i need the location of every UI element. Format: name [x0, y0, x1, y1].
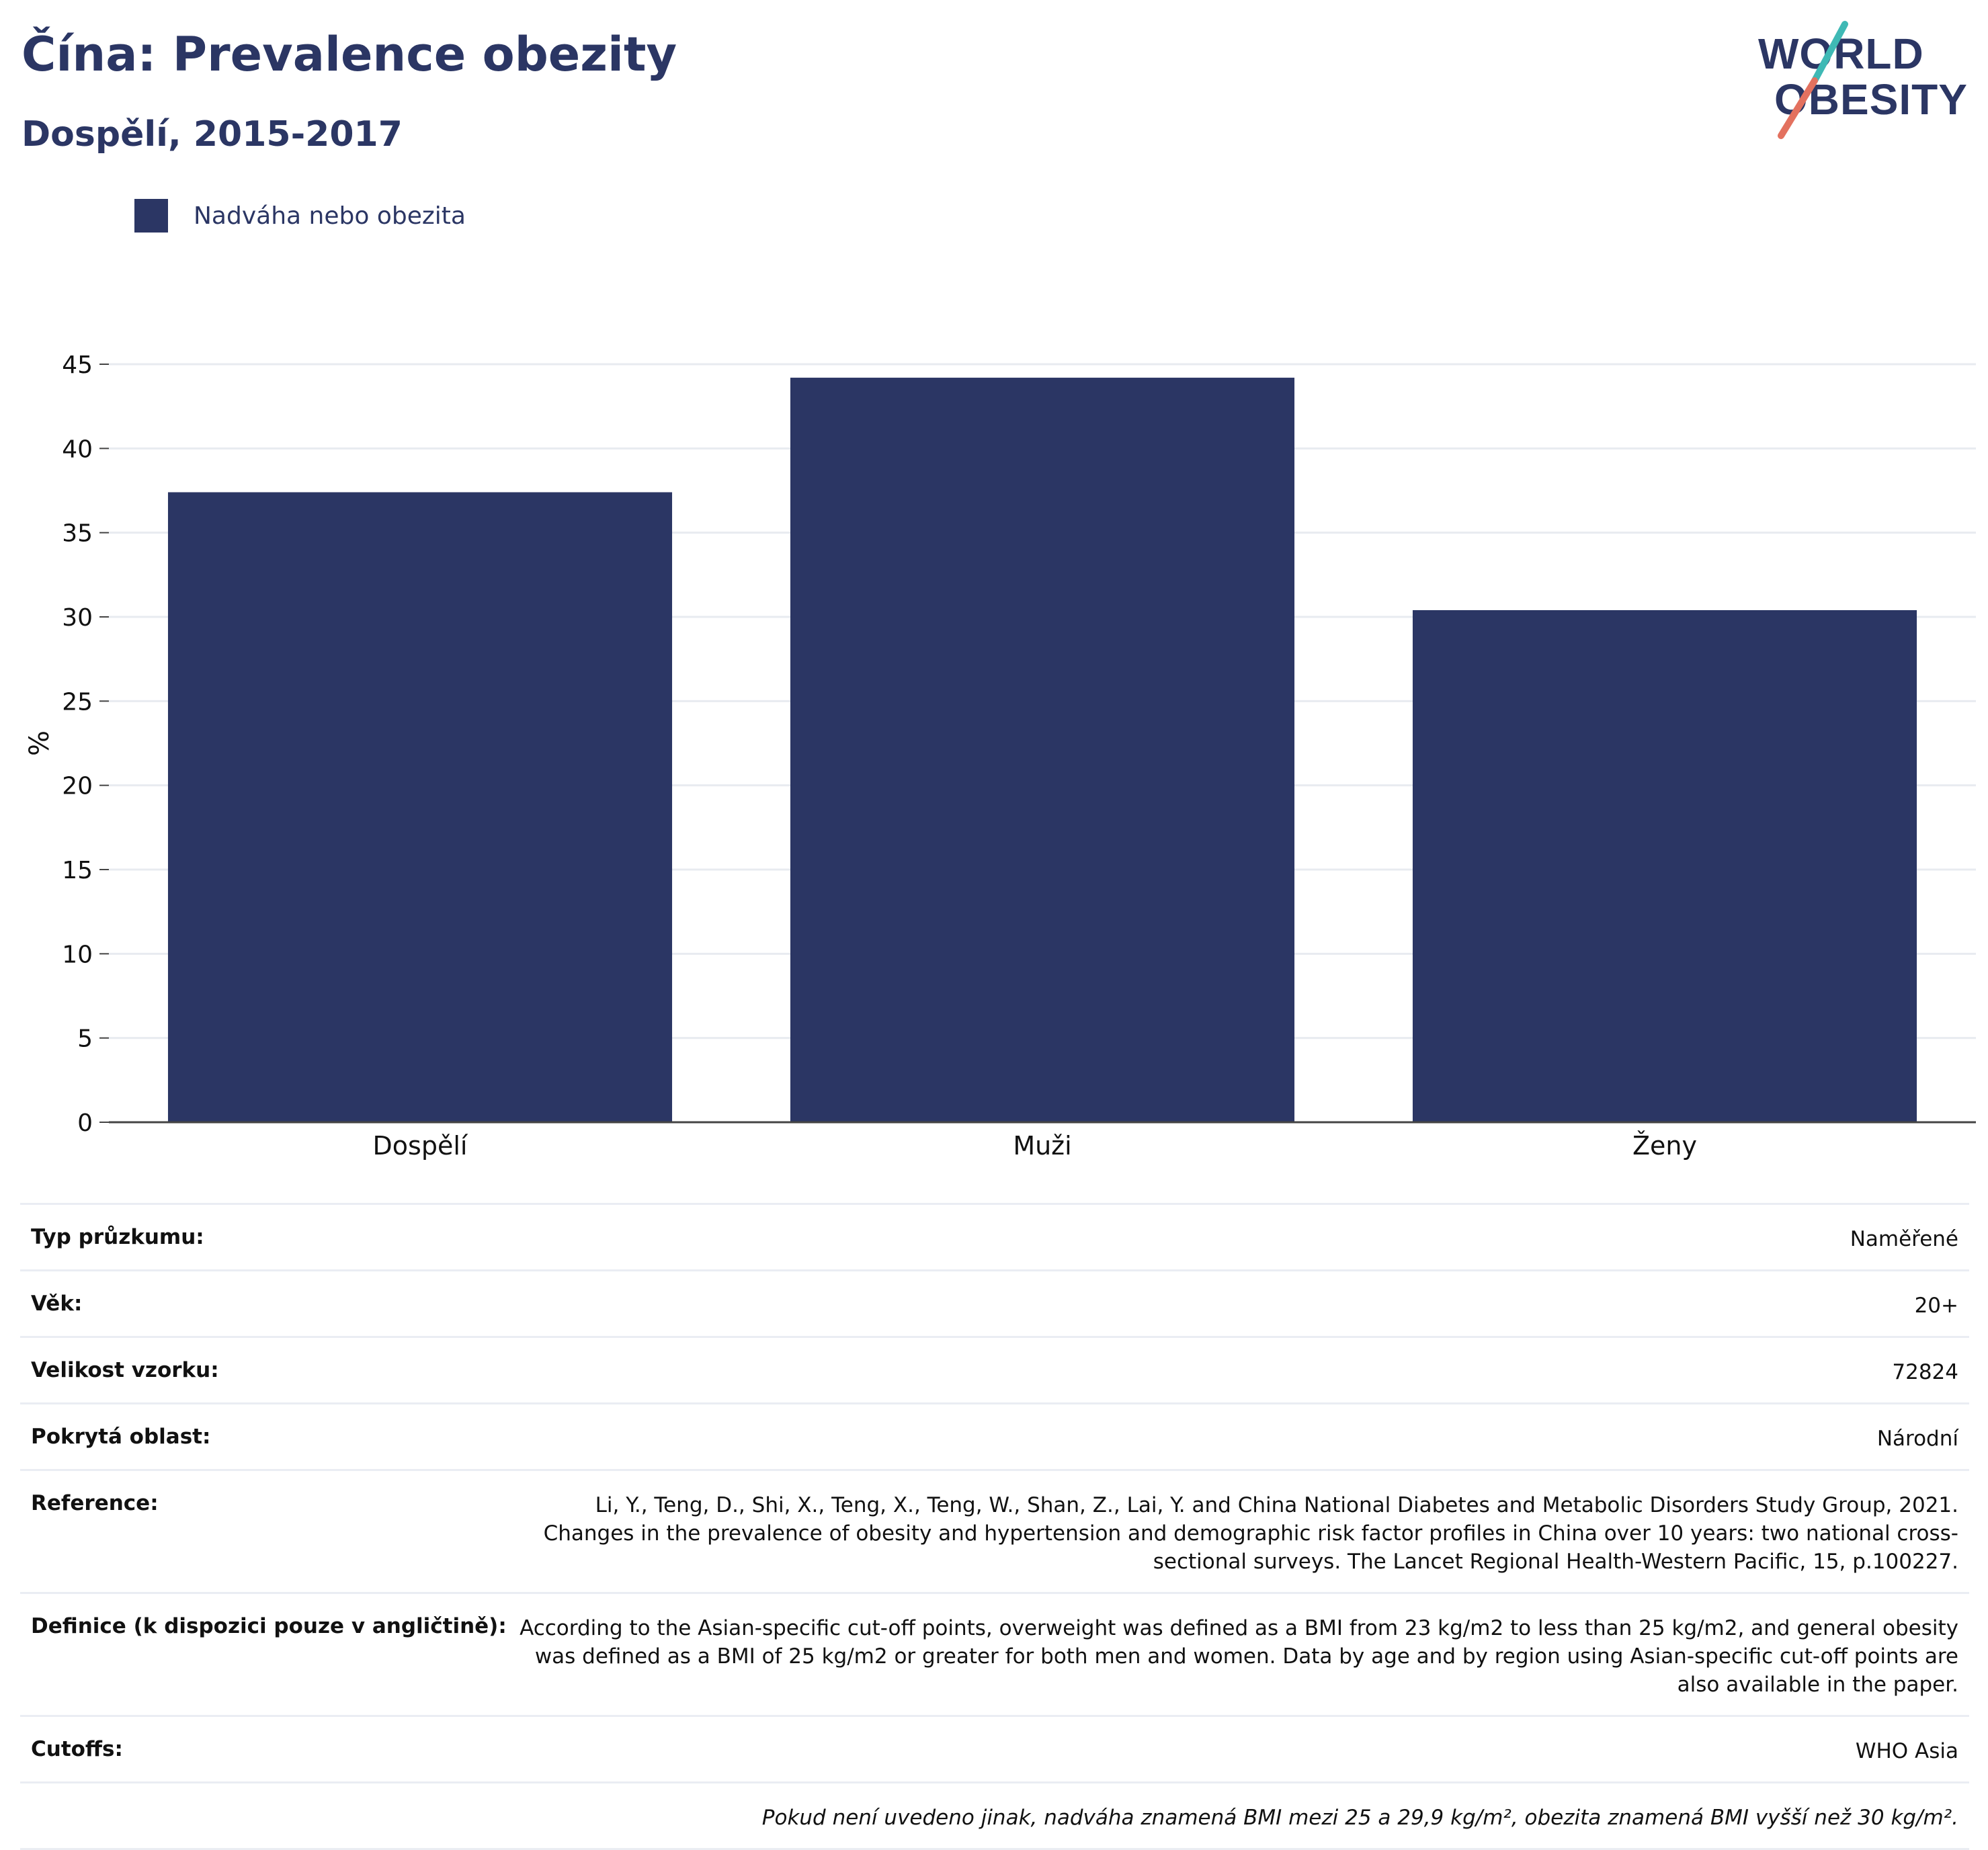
- info-label: Věk:: [31, 1292, 83, 1316]
- bar-2: [1412, 609, 1917, 1122]
- chart-subtitle: Dospělí, 2015-2017: [22, 114, 403, 155]
- x-tick-label: Muži: [1013, 1131, 1071, 1161]
- info-row: Definice (k dispozici pouze v angličtině…: [20, 1592, 1969, 1715]
- info-row: Cutoffs: WHO Asia: [20, 1715, 1969, 1781]
- info-label: Typ průzkumu:: [31, 1225, 204, 1249]
- x-tick-labels: Dospělí Muži Ženy: [373, 1131, 1697, 1161]
- info-row: Reference: Li, Y., Teng, D., Shi, X., Ten…: [20, 1469, 1969, 1592]
- y-tick-label: 0: [77, 1109, 93, 1137]
- info-value: Naměřené: [1850, 1227, 1958, 1251]
- y-tick-labels: 0 5 10 15 20 25 30 35 40 45: [62, 351, 93, 1137]
- info-row: Typ průzkumu: Naměřené: [20, 1203, 1969, 1269]
- footnote: Pokud není uvedeno jinak, nadváha znamen…: [761, 1806, 1958, 1830]
- chart-title: Čína: Prevalence obezity: [22, 27, 677, 82]
- info-label: Reference:: [31, 1491, 159, 1515]
- y-tick-label: 5: [77, 1025, 93, 1053]
- survey-info-table: Typ průzkumu: Naměřené Věk: 20+ Velikost vzo…: [20, 1203, 1969, 1850]
- legend-label: Nadváha nebo obezita: [194, 202, 466, 230]
- y-tick-label: 20: [62, 773, 93, 800]
- x-tick-label: Dospělí: [373, 1131, 468, 1161]
- logo-slash-teal: [1811, 21, 1848, 84]
- logo-slash-coral: [1778, 77, 1818, 139]
- info-label: Pokrytá oblast:: [31, 1425, 211, 1449]
- y-tick-label: 35: [62, 520, 93, 548]
- y-tick-label: 25: [62, 688, 93, 716]
- info-row: Velikost vzorku: 72824: [20, 1336, 1969, 1402]
- info-value: 20+: [1914, 1294, 1958, 1318]
- info-value: 72824: [1892, 1360, 1958, 1384]
- info-row: Věk: 20+: [20, 1269, 1969, 1336]
- bar-layer: [167, 378, 1917, 1122]
- footnote-row: Pokud není uvedeno jinak, nadváha znamen…: [20, 1781, 1969, 1850]
- y-tick-label: 10: [62, 941, 93, 968]
- world-obesity-logo: WORLD OBESITY: [1758, 21, 1967, 139]
- bar-1: [790, 378, 1295, 1122]
- y-axis-label: %: [24, 730, 55, 756]
- info-label: Cutoffs:: [31, 1737, 123, 1761]
- info-value: Národní: [1876, 1427, 1958, 1451]
- bar-0: [167, 492, 673, 1122]
- x-tick-label: Ženy: [1632, 1131, 1697, 1161]
- info-label: Velikost vzorku:: [31, 1358, 219, 1382]
- legend: Nadváha nebo obezita: [134, 199, 466, 233]
- y-tick-label: 45: [62, 351, 93, 379]
- info-label: Definice (k dispozici pouze v angličtině…: [31, 1614, 507, 1638]
- legend-swatch: [134, 199, 168, 233]
- y-tick-label: 30: [62, 604, 93, 632]
- info-value: According to the Asian-specific cut-off …: [520, 1616, 1958, 1697]
- info-value: WHO Asia: [1855, 1739, 1958, 1763]
- y-tick-label: 15: [62, 857, 93, 884]
- info-row: Pokrytá oblast: Národní: [20, 1402, 1969, 1469]
- y-tick-label: 40: [62, 435, 93, 463]
- info-value: Li, Y., Teng, D., Shi, X., Teng, X., Ten…: [543, 1493, 1958, 1574]
- bar-chart: 0 5 10 15 20 25 30 35 40 45 Dospělí Muži Ženy %: [24, 351, 1976, 1161]
